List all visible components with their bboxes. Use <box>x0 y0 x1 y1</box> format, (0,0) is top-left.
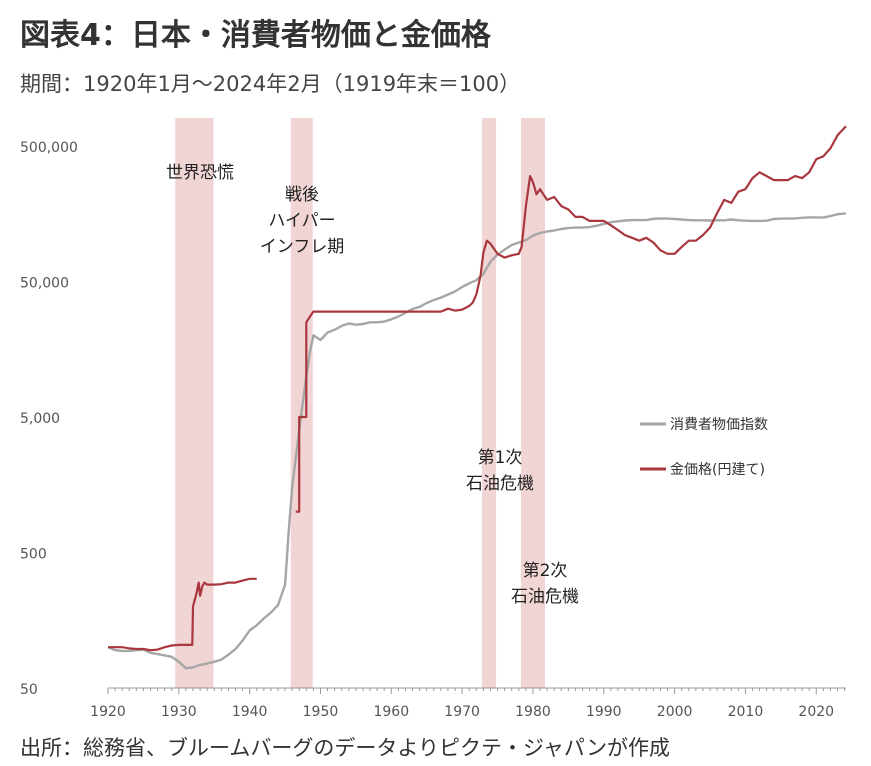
x-tick-label-1930: 1930 <box>161 704 197 720</box>
x-tick-label-1960: 1960 <box>373 704 409 720</box>
legend-label-1: 消費者物価指数 <box>670 417 768 433</box>
period-label-4-line-1: 第2次 <box>523 561 568 581</box>
chart-subtitle: 期間：1920年1月～2024年2月（1919年末＝100） <box>20 72 521 96</box>
period-label-2-line-1: 戦後 <box>285 185 319 205</box>
axes: 50 500 5,000 50,000 500,000 1920 1930 1940 1950 1… <box>20 140 846 720</box>
source-note: 出所：総務省、ブルームバーグのデータよりピクテ・ジャパンが作成 <box>20 736 670 760</box>
period-label-2-line-2: ハイパー <box>268 211 335 231</box>
period-label-1-line-1: 世界恐慌 <box>166 163 234 183</box>
series-line-gold-1 <box>108 577 257 652</box>
y-tick-label-4: 50,000 <box>20 276 69 292</box>
period-label-2-line-3: インフレ期 <box>260 237 345 257</box>
period-label-3-line-2: 石油危機 <box>466 474 534 494</box>
period-label-3-line-1: 第1次 <box>478 448 523 468</box>
x-tick-label-2020: 2020 <box>798 704 834 720</box>
x-tick-label-1950: 1950 <box>303 704 339 720</box>
legend-label-2: 金価格(円建て) <box>670 462 765 478</box>
chart-title: 図表4：日本・消費者物価と金価格 <box>20 18 491 53</box>
x-tick-label-2010: 2010 <box>728 704 764 720</box>
x-tick-label-1990: 1990 <box>586 704 622 720</box>
shaded-periods <box>175 118 545 688</box>
x-tick-label-1940: 1940 <box>232 704 268 720</box>
shaded-period-3 <box>481 118 497 688</box>
series-line-gold-2 <box>295 125 847 513</box>
y-tick-label-1: 50 <box>20 682 38 698</box>
x-tick-label-1920: 1920 <box>90 704 126 720</box>
x-tick-label-1980: 1980 <box>515 704 551 720</box>
x-tick-label-2000: 2000 <box>657 704 693 720</box>
y-tick-label-5: 500,000 <box>20 140 78 156</box>
y-tick-label-2: 500 <box>20 547 47 563</box>
period-label-4-line-2: 石油危機 <box>511 587 579 607</box>
y-tick-label-3: 5,000 <box>20 411 60 427</box>
x-tick-label-1970: 1970 <box>444 704 480 720</box>
series-line-cpi <box>107 212 847 670</box>
shaded-period-1 <box>175 118 214 688</box>
series-lines <box>107 125 847 670</box>
